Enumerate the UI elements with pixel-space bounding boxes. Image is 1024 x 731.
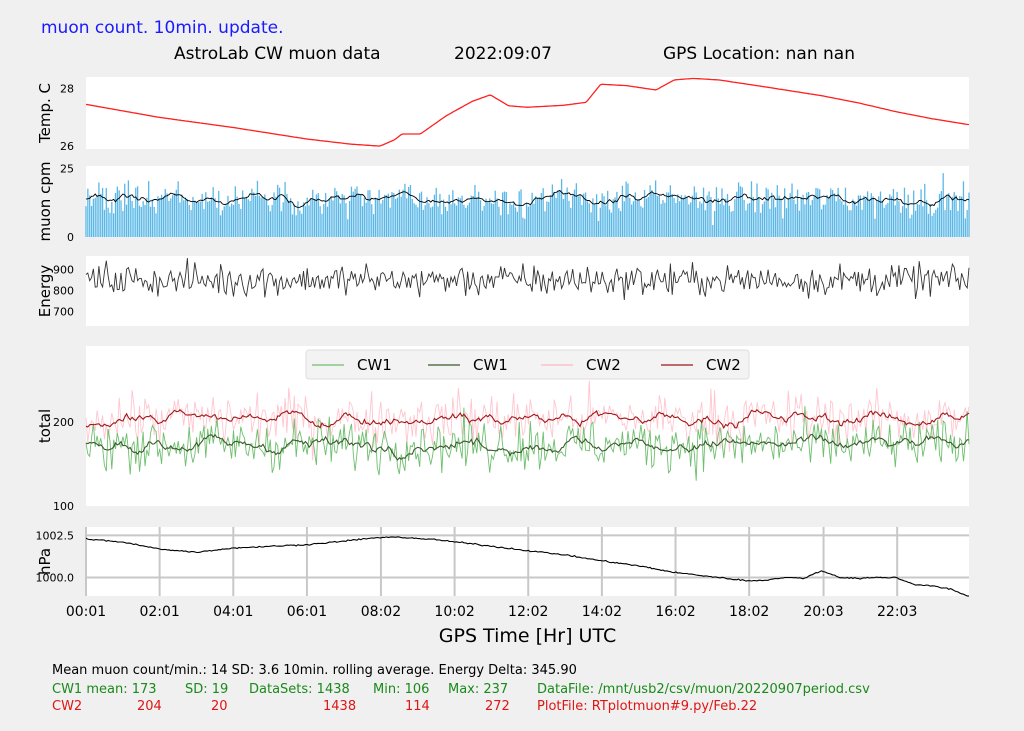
cw1-min: Min: 106	[373, 682, 430, 697]
cw1-max: Max: 237	[448, 682, 509, 697]
cw1-rolling-line	[85, 433, 970, 461]
cw2-max: 272	[485, 699, 510, 714]
legend-label-3: CW2	[706, 356, 741, 374]
legend: CW1 CW1 CW2 CW2	[305, 349, 750, 380]
xtick-label-3: 06:01	[287, 604, 327, 620]
ylabel-5: hPa	[36, 548, 54, 575]
cw1-raw-line	[85, 406, 970, 481]
ytick-label-2-1: 0	[67, 231, 74, 244]
ylabel-3: Energy	[36, 265, 54, 318]
stats-line-muon: Mean muon count/min.: 14 SD: 3.6 10min. …	[52, 663, 577, 678]
cw2-raw-line	[85, 380, 970, 461]
cw2-min: 114	[405, 699, 430, 714]
panel-1: 28 26 Temp. C	[36, 77, 970, 153]
temperature-line	[85, 77, 970, 147]
cw1-datasets: DataSets: 1438	[249, 682, 350, 697]
legend-label-2: CW2	[586, 356, 621, 374]
xtick-label-10: 20:03	[803, 604, 843, 620]
cw2-rolling-line	[85, 408, 970, 430]
chart-title: AstroLab CW muon data	[174, 44, 381, 64]
ytick-label-3-2: 700	[53, 305, 74, 318]
legend-box	[305, 349, 750, 380]
panel-3-background	[86, 256, 969, 326]
xtick-label-2: 04:01	[213, 604, 253, 620]
ytick-label-5-0: 1002.5	[36, 529, 75, 542]
muon-rolling-line	[85, 189, 970, 208]
xtick-label-9: 18:02	[729, 604, 769, 620]
x-ticks: 00:01 02:01 04:01 06:01 08:02 10:02 12:02 14:02…	[66, 604, 918, 620]
ylabel-1: Temp. C	[36, 83, 54, 144]
datafile: DataFile: /mnt/usb2/csv/muon/20220907per…	[537, 682, 870, 697]
cw1-sd: SD: 19	[185, 682, 229, 697]
ytick-label-4-0: 200	[53, 416, 74, 429]
ytick-label-1-0: 28	[60, 83, 74, 96]
pressure-line	[85, 536, 970, 597]
ytick-label-4-1: 100	[53, 500, 74, 513]
xtick-label-8: 16:02	[655, 604, 695, 620]
x-axis-label: GPS Time [Hr] UTC	[439, 625, 616, 647]
panel-1-background	[86, 77, 969, 149]
cw2-mean: 204	[137, 699, 162, 714]
cw1-mean: CW1 mean: 173	[52, 682, 157, 697]
cw2-sd: 20	[211, 699, 228, 714]
ytick-label-1-1: 26	[60, 140, 74, 153]
ytick-label-2-0: 25	[60, 163, 74, 176]
xtick-label-1: 02:01	[139, 604, 179, 620]
gps-location: GPS Location: nan nan	[663, 44, 855, 64]
xtick-label-7: 14:02	[582, 604, 622, 620]
xtick-label-5: 10:02	[434, 604, 474, 620]
update-note: muon count. 10min. update.	[41, 18, 284, 38]
xtick-label-6: 12:02	[508, 604, 548, 620]
cw2-datasets: 1438	[323, 699, 357, 714]
muon-bars	[85, 173, 970, 237]
cw2-label: CW2	[52, 699, 83, 714]
ytick-label-3-1: 800	[53, 284, 74, 297]
ytick-label-5-1: 1000.0	[36, 571, 75, 584]
legend-label-1: CW1	[473, 356, 508, 374]
chart-date: 2022:09:07	[454, 44, 552, 64]
ylabel-4: total	[36, 409, 54, 443]
ylabel-2: muon cpm	[36, 162, 54, 242]
xtick-label-4: 08:02	[361, 604, 401, 620]
energy-line	[85, 258, 970, 301]
xtick-label-0: 00:01	[66, 604, 106, 620]
panel-4: 200 100 total CW1 CW1 CW2 CW2	[36, 346, 970, 513]
ytick-label-3-0: 900	[53, 264, 74, 277]
legend-label-0: CW1	[357, 356, 392, 374]
xtick-label-11: 22:03	[877, 604, 917, 620]
plotfile: PlotFile: RTplotmuon#9.py/Feb.22	[537, 699, 758, 714]
panel-2: 25 0 muon cpm	[36, 162, 970, 244]
